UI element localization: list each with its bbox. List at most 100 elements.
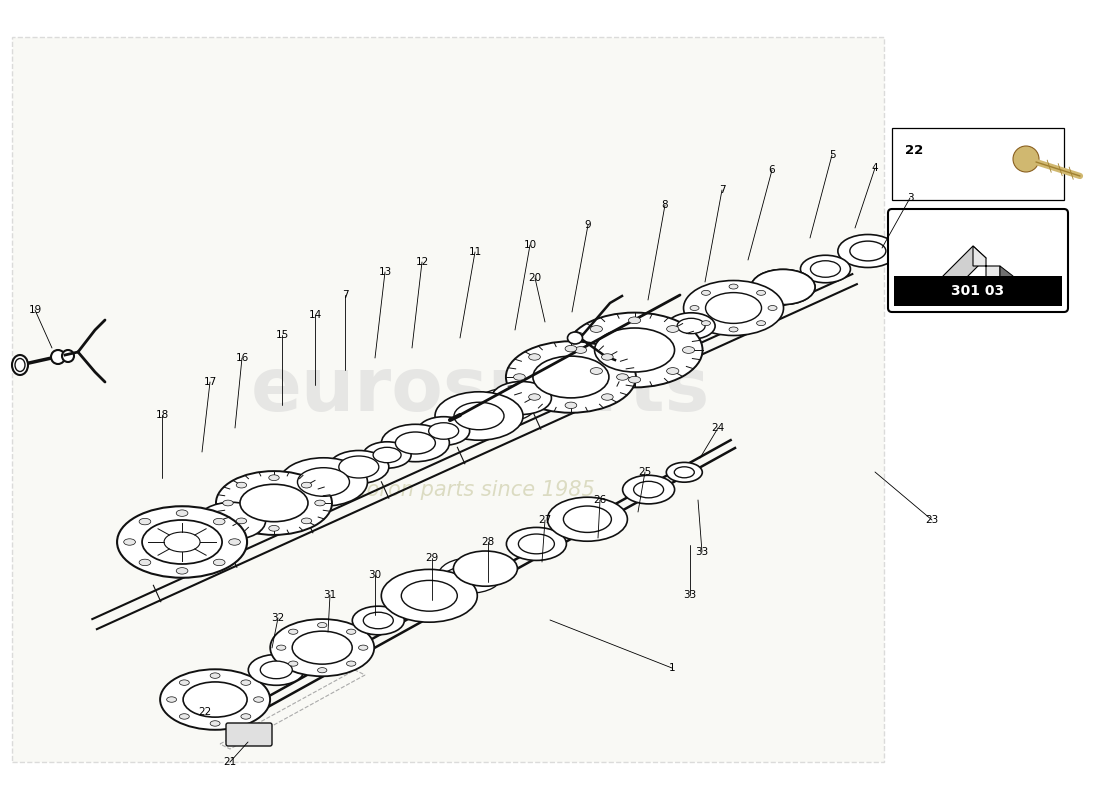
Ellipse shape (301, 482, 311, 488)
Ellipse shape (213, 559, 226, 566)
Text: 20: 20 (528, 273, 541, 283)
Ellipse shape (167, 697, 176, 702)
Ellipse shape (395, 432, 436, 454)
FancyBboxPatch shape (892, 128, 1064, 200)
Text: 7: 7 (718, 185, 725, 195)
Ellipse shape (623, 475, 674, 504)
Ellipse shape (382, 570, 477, 622)
Ellipse shape (240, 484, 308, 522)
Ellipse shape (402, 580, 458, 611)
Ellipse shape (751, 270, 815, 305)
Ellipse shape (315, 500, 326, 506)
Text: 33: 33 (683, 590, 696, 600)
Ellipse shape (751, 270, 815, 305)
Ellipse shape (297, 468, 350, 496)
Ellipse shape (339, 456, 378, 478)
Ellipse shape (574, 346, 586, 354)
Text: 8: 8 (662, 200, 669, 210)
Ellipse shape (591, 368, 603, 374)
Ellipse shape (139, 559, 151, 566)
Ellipse shape (514, 374, 526, 380)
Text: 23: 23 (925, 515, 938, 525)
Ellipse shape (518, 534, 554, 554)
Ellipse shape (346, 629, 356, 634)
Ellipse shape (705, 293, 761, 323)
Polygon shape (974, 246, 1000, 286)
Ellipse shape (566, 313, 703, 387)
Text: 13: 13 (378, 267, 392, 277)
Ellipse shape (532, 356, 609, 398)
Text: 4: 4 (871, 163, 878, 173)
Ellipse shape (602, 354, 613, 360)
Bar (894, 276, 1062, 306)
Ellipse shape (634, 482, 663, 498)
Text: 7: 7 (342, 290, 349, 300)
Ellipse shape (453, 551, 517, 586)
FancyBboxPatch shape (226, 723, 272, 746)
Ellipse shape (683, 281, 783, 335)
Ellipse shape (223, 500, 233, 506)
Text: 3: 3 (906, 193, 913, 203)
Ellipse shape (12, 355, 28, 375)
Ellipse shape (476, 389, 536, 422)
Ellipse shape (123, 538, 135, 546)
Ellipse shape (229, 538, 241, 546)
Ellipse shape (617, 374, 628, 380)
Text: 14: 14 (308, 310, 321, 320)
Ellipse shape (757, 290, 766, 295)
Ellipse shape (838, 234, 898, 267)
Ellipse shape (418, 417, 470, 446)
Ellipse shape (563, 506, 612, 533)
Ellipse shape (346, 661, 356, 666)
Ellipse shape (363, 442, 411, 468)
Text: 15: 15 (275, 330, 288, 340)
Ellipse shape (591, 326, 603, 332)
Ellipse shape (529, 394, 540, 400)
Ellipse shape (429, 422, 459, 439)
Ellipse shape (185, 685, 245, 718)
Ellipse shape (271, 619, 374, 676)
Ellipse shape (667, 368, 679, 374)
Ellipse shape (628, 317, 640, 324)
Ellipse shape (261, 661, 293, 678)
Ellipse shape (667, 326, 679, 332)
Text: 1: 1 (669, 663, 675, 673)
Ellipse shape (801, 255, 850, 282)
Ellipse shape (382, 424, 450, 462)
Ellipse shape (301, 518, 311, 524)
Ellipse shape (506, 527, 566, 561)
Ellipse shape (179, 714, 189, 719)
Ellipse shape (438, 558, 502, 593)
Text: 25: 25 (638, 467, 651, 477)
Ellipse shape (1013, 146, 1040, 172)
Ellipse shape (352, 606, 405, 634)
Text: 5: 5 (828, 150, 835, 160)
Text: 24: 24 (712, 423, 725, 433)
Ellipse shape (293, 631, 352, 664)
Ellipse shape (729, 327, 738, 332)
Ellipse shape (565, 346, 576, 352)
Ellipse shape (690, 306, 698, 310)
Ellipse shape (249, 654, 305, 686)
Ellipse shape (602, 394, 613, 400)
Ellipse shape (213, 518, 226, 525)
Ellipse shape (210, 721, 220, 726)
Text: a motoron parts since 1985: a motoron parts since 1985 (306, 480, 594, 500)
Ellipse shape (161, 670, 271, 730)
Ellipse shape (329, 450, 388, 483)
Ellipse shape (15, 358, 25, 371)
Ellipse shape (568, 332, 583, 344)
Ellipse shape (811, 261, 840, 278)
Ellipse shape (164, 532, 200, 552)
Text: 16: 16 (235, 353, 249, 363)
Ellipse shape (210, 673, 220, 678)
Ellipse shape (529, 354, 540, 360)
Text: 33: 33 (695, 547, 708, 557)
Text: 31: 31 (323, 590, 337, 600)
Ellipse shape (667, 462, 702, 482)
Ellipse shape (176, 568, 188, 574)
Ellipse shape (241, 680, 251, 686)
Text: 17: 17 (204, 377, 217, 387)
Text: 6: 6 (769, 165, 776, 175)
Ellipse shape (768, 306, 777, 310)
